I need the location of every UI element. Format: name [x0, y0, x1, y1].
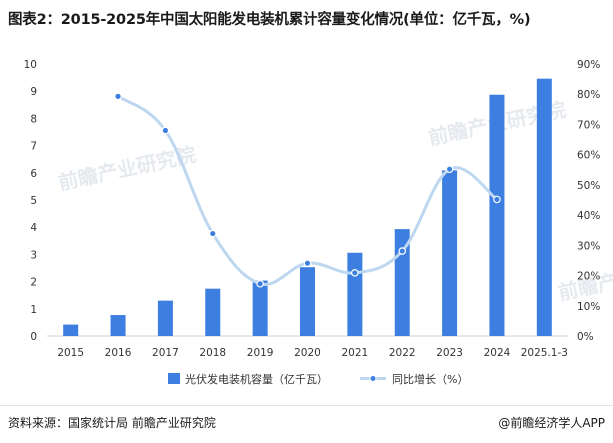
growth-point	[161, 126, 170, 135]
line-series	[114, 92, 501, 288]
growth-point	[256, 279, 264, 288]
y-right-tick-label: 40%	[577, 210, 600, 222]
bar	[489, 94, 505, 337]
y-right-tick-label: 60%	[577, 150, 600, 162]
y-left-tick-label: 3	[30, 249, 37, 261]
legend-label-bars: 光伏发电装机容量（亿千瓦）	[185, 372, 328, 386]
y-right-tick-label: 50%	[577, 180, 600, 192]
growth-point	[445, 165, 454, 173]
source-note: 资料来源：国家统计局 前瞻产业研究院	[8, 416, 216, 430]
y-left-tick-label: 8	[30, 113, 37, 125]
growth-point	[351, 269, 359, 277]
watermark-layer: 前瞻产业研究院前瞻产业研究院前瞻产业研究院	[56, 97, 613, 305]
bar	[442, 170, 458, 336]
x-tick-label: 2021	[341, 347, 368, 359]
x-tick-label: 2015	[57, 347, 84, 359]
y-right-tick-label: 10%	[577, 301, 600, 313]
brand-credit: @前瞻经济学人APP	[498, 416, 605, 430]
y-left-tick-label: 10	[24, 59, 37, 71]
y-right-tick-label: 70%	[577, 119, 600, 131]
legend-label-line: 同比增长（%）	[392, 372, 468, 386]
bar	[252, 280, 268, 336]
y-left-tick-label: 7	[30, 141, 37, 153]
growth-point	[493, 195, 501, 204]
x-tick-label: 2018	[199, 347, 226, 359]
legend-swatch-marker	[369, 375, 377, 382]
y-right-tick-label: 20%	[577, 271, 600, 283]
legend: 光伏发电装机容量（亿千瓦） 同比增长（%）	[168, 372, 468, 386]
bar	[63, 324, 79, 336]
x-tick-label: 2023	[436, 347, 463, 359]
y-right-tick-label: 80%	[577, 89, 600, 101]
y-left-tick-label: 4	[30, 222, 37, 234]
x-tick-label: 2017	[152, 347, 179, 359]
x-tick-label: 2020	[294, 347, 321, 359]
growth-point	[398, 247, 407, 255]
y-left-tick-label: 1	[30, 304, 37, 316]
chart-title: 图表2：2015-2025年中国太阳能发电装机累计容量变化情况(单位：亿千瓦，%…	[8, 12, 531, 28]
x-tick-label: 2019	[247, 347, 274, 359]
y-left-tick-label: 5	[30, 195, 37, 207]
bar	[347, 252, 363, 336]
footer-divider	[0, 405, 613, 406]
y-left-tick-label: 6	[30, 168, 37, 180]
bar	[205, 288, 221, 336]
y-left-tick-label: 9	[30, 86, 37, 98]
y-right-tick-label: 30%	[577, 240, 600, 252]
bar	[536, 78, 552, 337]
y-left-tick-label: 0	[30, 331, 37, 343]
x-tick-label: 2024	[484, 347, 511, 359]
growth-point	[114, 92, 122, 101]
bar	[110, 315, 126, 336]
y-right-tick-label: 90%	[577, 59, 600, 71]
legend-swatch-bars	[168, 373, 180, 384]
growth-point	[208, 229, 217, 238]
y-right-tick-label: 0%	[577, 331, 594, 343]
bar	[157, 300, 173, 336]
x-tick-label: 2025.1-3	[521, 347, 568, 359]
x-tick-label: 2016	[105, 347, 132, 359]
x-tick-label: 2022	[389, 347, 416, 359]
y-left-tick-label: 2	[30, 277, 37, 289]
bar	[300, 267, 315, 336]
growth-point	[303, 259, 312, 267]
